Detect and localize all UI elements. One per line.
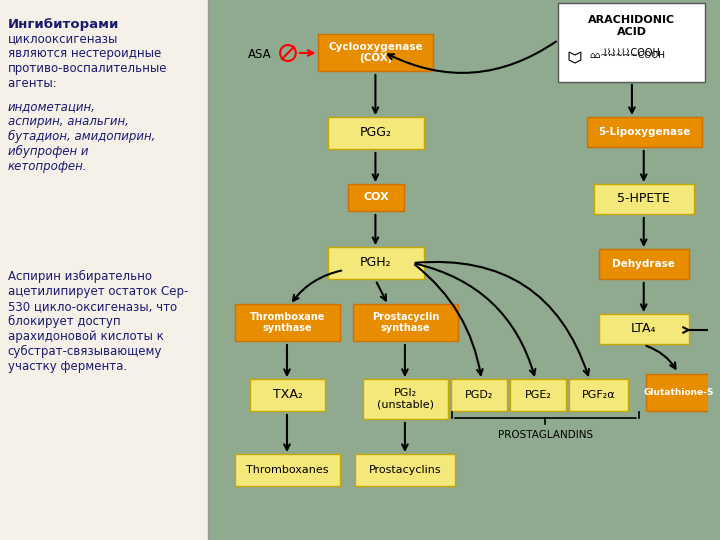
Text: PGH₂: PGH₂ <box>360 256 392 269</box>
FancyBboxPatch shape <box>328 247 423 279</box>
Text: ARACHIDONIC
ACID: ARACHIDONIC ACID <box>588 15 675 37</box>
FancyBboxPatch shape <box>250 379 325 411</box>
FancyBboxPatch shape <box>598 314 689 344</box>
Text: циклооксигеназы
являются нестероидные
противо-воспалительные
агенты:: циклооксигеназы являются нестероидные пр… <box>8 32 167 90</box>
Text: Cyclooxygenase
(COX): Cyclooxygenase (COX) <box>328 42 423 63</box>
FancyBboxPatch shape <box>646 374 711 411</box>
Text: PGD₂: PGD₂ <box>465 390 493 400</box>
Text: PROSTAGLANDINS: PROSTAGLANDINS <box>498 430 593 440</box>
Text: Dehydrase: Dehydrase <box>612 259 675 269</box>
FancyBboxPatch shape <box>363 379 448 419</box>
Text: PGI₂
(unstable): PGI₂ (unstable) <box>377 388 434 410</box>
FancyBboxPatch shape <box>587 117 702 147</box>
Text: Аспирин избирательно
ацетилипирует остаток Сер-
530 цикло-оксигеназы, что
блокир: Аспирин избирательно ацетилипирует остат… <box>8 270 188 373</box>
Text: 5-HPETE: 5-HPETE <box>617 192 670 206</box>
FancyBboxPatch shape <box>593 184 694 214</box>
Text: PGF₂α: PGF₂α <box>582 390 616 400</box>
Text: ASA: ASA <box>248 48 271 60</box>
FancyBboxPatch shape <box>598 249 689 279</box>
Text: Prostacyclins: Prostacyclins <box>369 465 441 475</box>
Text: ⌇⌇⌇⌇⌇⌇COOH: ⌇⌇⌇⌇⌇⌇COOH <box>603 48 661 58</box>
FancyBboxPatch shape <box>558 3 705 82</box>
FancyBboxPatch shape <box>569 379 628 411</box>
Text: индометацин,
аспирин, анальгин,
бутадион, амидопирин,
ибупрофен и
кетопрофен.: индометацин, аспирин, анальгин, бутадион… <box>8 100 156 173</box>
FancyBboxPatch shape <box>0 0 208 540</box>
Text: Prostacyclin
synthase: Prostacyclin synthase <box>372 312 439 333</box>
FancyBboxPatch shape <box>328 117 423 149</box>
Text: Thromboxanes: Thromboxanes <box>246 465 329 475</box>
Text: COX: COX <box>363 192 389 202</box>
FancyBboxPatch shape <box>510 379 566 411</box>
Text: PGE₂: PGE₂ <box>525 390 552 400</box>
FancyBboxPatch shape <box>318 34 433 71</box>
Text: PGG₂: PGG₂ <box>360 126 392 139</box>
Text: Ингибиторами: Ингибиторами <box>8 18 120 31</box>
Text: 5-Lipoxygenase: 5-Lipoxygenase <box>598 127 690 137</box>
FancyBboxPatch shape <box>353 304 458 341</box>
FancyBboxPatch shape <box>235 304 340 341</box>
FancyBboxPatch shape <box>451 379 507 411</box>
Text: LTA₄: LTA₄ <box>631 322 657 335</box>
Text: Thromboxane
synthase: Thromboxane synthase <box>250 312 325 333</box>
Text: TXA₂: TXA₂ <box>273 388 302 402</box>
Text: ⌂⌂~~~~~COOH: ⌂⌂~~~~~COOH <box>590 51 666 59</box>
FancyBboxPatch shape <box>355 454 455 486</box>
FancyBboxPatch shape <box>348 184 404 211</box>
FancyBboxPatch shape <box>235 454 340 486</box>
Text: Glutathione-S: Glutathione-S <box>644 388 714 397</box>
